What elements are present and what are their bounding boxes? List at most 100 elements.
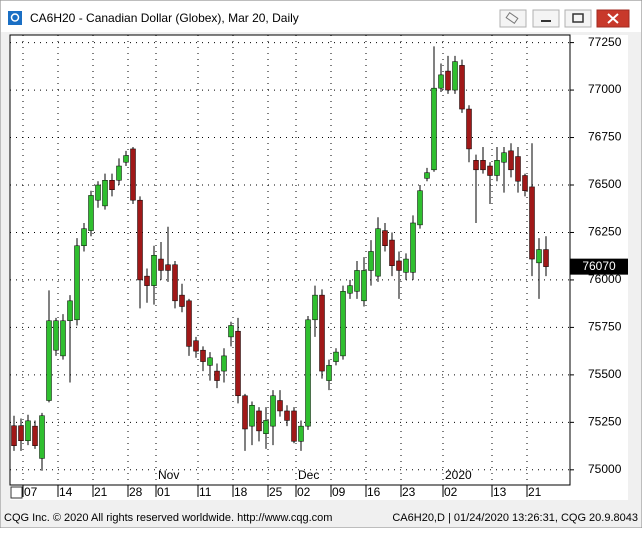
x-tick-label: 02: [444, 485, 458, 499]
candle-body: [18, 425, 24, 442]
candle-body: [46, 320, 52, 401]
candle-body: [242, 395, 248, 430]
y-tick-label: 75750: [588, 320, 622, 334]
y-tick-label: 76250: [588, 225, 622, 239]
y-tick-label: 75250: [588, 415, 622, 429]
app-icon-glyph: [10, 13, 20, 22]
candle-body: [95, 184, 101, 201]
y-tick-label: 77000: [588, 82, 622, 96]
candle-body: [60, 320, 66, 357]
candle-body: [543, 249, 549, 267]
minimize-button[interactable]: [532, 9, 560, 28]
candle-body: [389, 239, 395, 266]
candle-body: [116, 165, 122, 181]
candle-body: [200, 349, 206, 362]
candle-body: [466, 108, 472, 150]
x-group-label: Nov: [158, 468, 179, 482]
candle-body: [459, 65, 465, 110]
y-tick-label: 76500: [588, 177, 622, 191]
candle-body: [473, 160, 479, 171]
y-tick-label: 75000: [588, 462, 622, 476]
candle-body: [137, 199, 143, 281]
candle-body: [452, 61, 458, 91]
candle-body: [382, 230, 388, 247]
candle-body: [361, 270, 367, 302]
candle-body: [312, 294, 318, 321]
candle-body: [410, 222, 416, 273]
candle-body: [515, 156, 521, 182]
candle-body: [284, 410, 290, 421]
x-tick-label: 09: [332, 485, 346, 499]
y-tick-label: 77250: [588, 35, 622, 49]
candle-body: [25, 420, 31, 442]
x-tick-label: 18: [234, 485, 248, 499]
candle-body: [214, 370, 220, 381]
candle-body: [480, 160, 486, 171]
candle-body: [144, 275, 150, 286]
x-tick-label: 25: [269, 485, 283, 499]
candle-body: [207, 357, 213, 366]
candle-body: [172, 264, 178, 302]
candle-body: [508, 150, 514, 171]
candle-body: [123, 155, 129, 163]
window-title: CA6H20 - Canadian Dollar (Globex), Mar 2…: [30, 11, 299, 25]
close-icon: [607, 13, 619, 24]
last-price-label: 76070: [582, 259, 616, 273]
candle-body: [53, 320, 59, 351]
candle-body: [256, 410, 262, 432]
candle-body: [88, 195, 94, 231]
candle-body: [424, 172, 430, 179]
window-buttons: [499, 9, 630, 28]
candle-body: [403, 258, 409, 273]
candle-body: [249, 405, 255, 427]
x-tick-label: 02: [297, 485, 311, 499]
candle-body: [431, 87, 437, 171]
candle-body: [347, 285, 353, 294]
candle-body: [74, 245, 80, 321]
candle-body: [130, 148, 136, 201]
y-tick-label: 76750: [588, 130, 622, 144]
candle-body: [522, 175, 528, 191]
candle-body: [326, 365, 332, 381]
candle-body: [39, 415, 45, 459]
candle-body: [270, 395, 276, 427]
candle-body: [32, 425, 38, 446]
last-price-box: [570, 258, 628, 275]
candle-body: [186, 300, 192, 347]
x-tick-label: 16: [367, 485, 381, 499]
candle-body: [298, 425, 304, 442]
candle-body: [165, 264, 171, 271]
candle-body: [494, 160, 500, 176]
link-button[interactable]: [499, 9, 527, 28]
candle-body: [305, 319, 311, 427]
candle-body: [179, 294, 185, 307]
x-tick-label: 01: [157, 485, 171, 499]
candle-body: [109, 180, 115, 190]
link-icon: [505, 11, 519, 25]
x-tick-label: 07: [24, 485, 38, 499]
candle-body: [263, 420, 269, 434]
candle-body: [368, 251, 374, 271]
candle-body: [319, 294, 325, 372]
scroll-box[interactable]: [10, 486, 23, 499]
maximize-icon: [572, 13, 584, 23]
x-tick-label: 21: [94, 485, 108, 499]
footer-left: CQG Inc. © 2020 All rights reserved worl…: [4, 512, 332, 524]
candle-body: [417, 190, 423, 226]
candle-body: [81, 228, 87, 247]
candle-body: [438, 74, 444, 89]
plot-area: [9, 34, 571, 486]
x-tick-label: 13: [493, 485, 507, 499]
y-tick-label: 75500: [588, 367, 622, 381]
app-icon[interactable]: [8, 11, 22, 25]
x-group-label: Dec: [298, 468, 319, 482]
maximize-button[interactable]: [564, 9, 592, 28]
candle-body: [333, 351, 339, 362]
candle-body: [501, 152, 507, 163]
x-tick-label: 23: [402, 485, 416, 499]
candle-body: [151, 255, 157, 286]
candle-body: [354, 270, 360, 292]
candle-body: [228, 325, 234, 338]
candle-body: [445, 70, 451, 91]
candle-body: [487, 165, 493, 176]
